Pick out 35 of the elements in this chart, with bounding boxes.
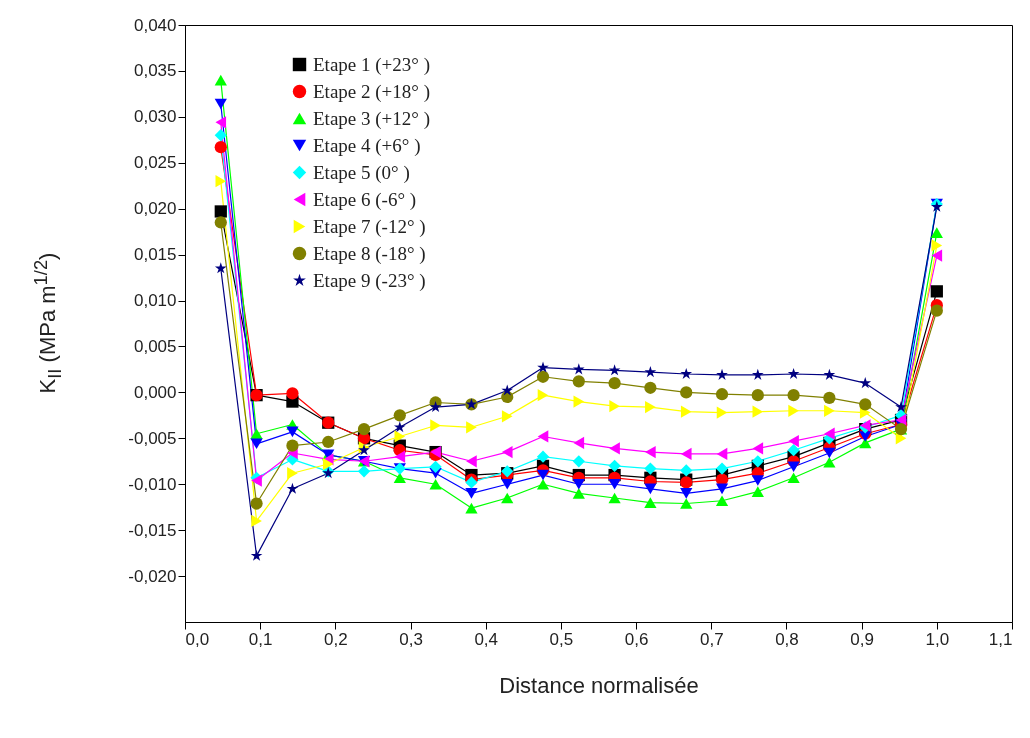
- y-tick-label: 0,020: [133, 199, 177, 219]
- y-tick-label: 0,040: [133, 15, 177, 35]
- legend-label: Etape 3 (+12° ): [313, 107, 430, 130]
- y-tick-label: -0,015: [128, 520, 177, 540]
- y-tick-label: -0,010: [128, 474, 177, 494]
- legend-label: Etape 6 (-6° ): [313, 188, 417, 211]
- x-tick-label: 0,5: [549, 629, 574, 649]
- y-tick-label: -0,020: [128, 566, 177, 586]
- y-tick-label: 0,010: [133, 291, 177, 311]
- x-tick-label: 0,0: [185, 629, 210, 649]
- y-tick-label: 0,005: [133, 336, 177, 356]
- x-tick-label: 0,4: [474, 629, 499, 649]
- x-tick-label: 0,3: [399, 629, 423, 649]
- y-tick-label: 0,035: [133, 61, 177, 81]
- x-tick-label: 0,7: [699, 629, 724, 649]
- x-tick-label: 0,9: [850, 629, 874, 649]
- legend-label: Etape 9 (-23° ): [313, 269, 426, 292]
- y-tick-label: 0,025: [133, 153, 177, 173]
- legend-label: Etape 2 (+18° ): [313, 80, 430, 103]
- y-tick-label: 0,030: [133, 107, 177, 127]
- y-tick-label: 0,015: [133, 245, 177, 265]
- x-tick-label: 1,1: [988, 629, 1013, 649]
- legend-label: Etape 8 (-18° ): [313, 242, 426, 265]
- x-axis-title: Distance normalisée: [499, 672, 699, 698]
- x-tick-label: 0,1: [248, 629, 273, 649]
- y-tick-label: -0,005: [128, 428, 177, 448]
- x-tick-label: 0,6: [624, 629, 649, 649]
- y-tick-label: 0,000: [133, 382, 177, 402]
- legend-label: Etape 7 (-12° ): [313, 215, 426, 238]
- legend-label: Etape 4 (+6° ): [313, 134, 421, 157]
- x-tick-label: 1,0: [925, 629, 950, 649]
- x-tick-label: 0,2: [324, 629, 348, 649]
- legend-label: Etape 1 (+23° ): [313, 53, 430, 76]
- x-tick-label: 0,8: [775, 629, 799, 649]
- legend-label: Etape 5 (0° ): [313, 161, 410, 184]
